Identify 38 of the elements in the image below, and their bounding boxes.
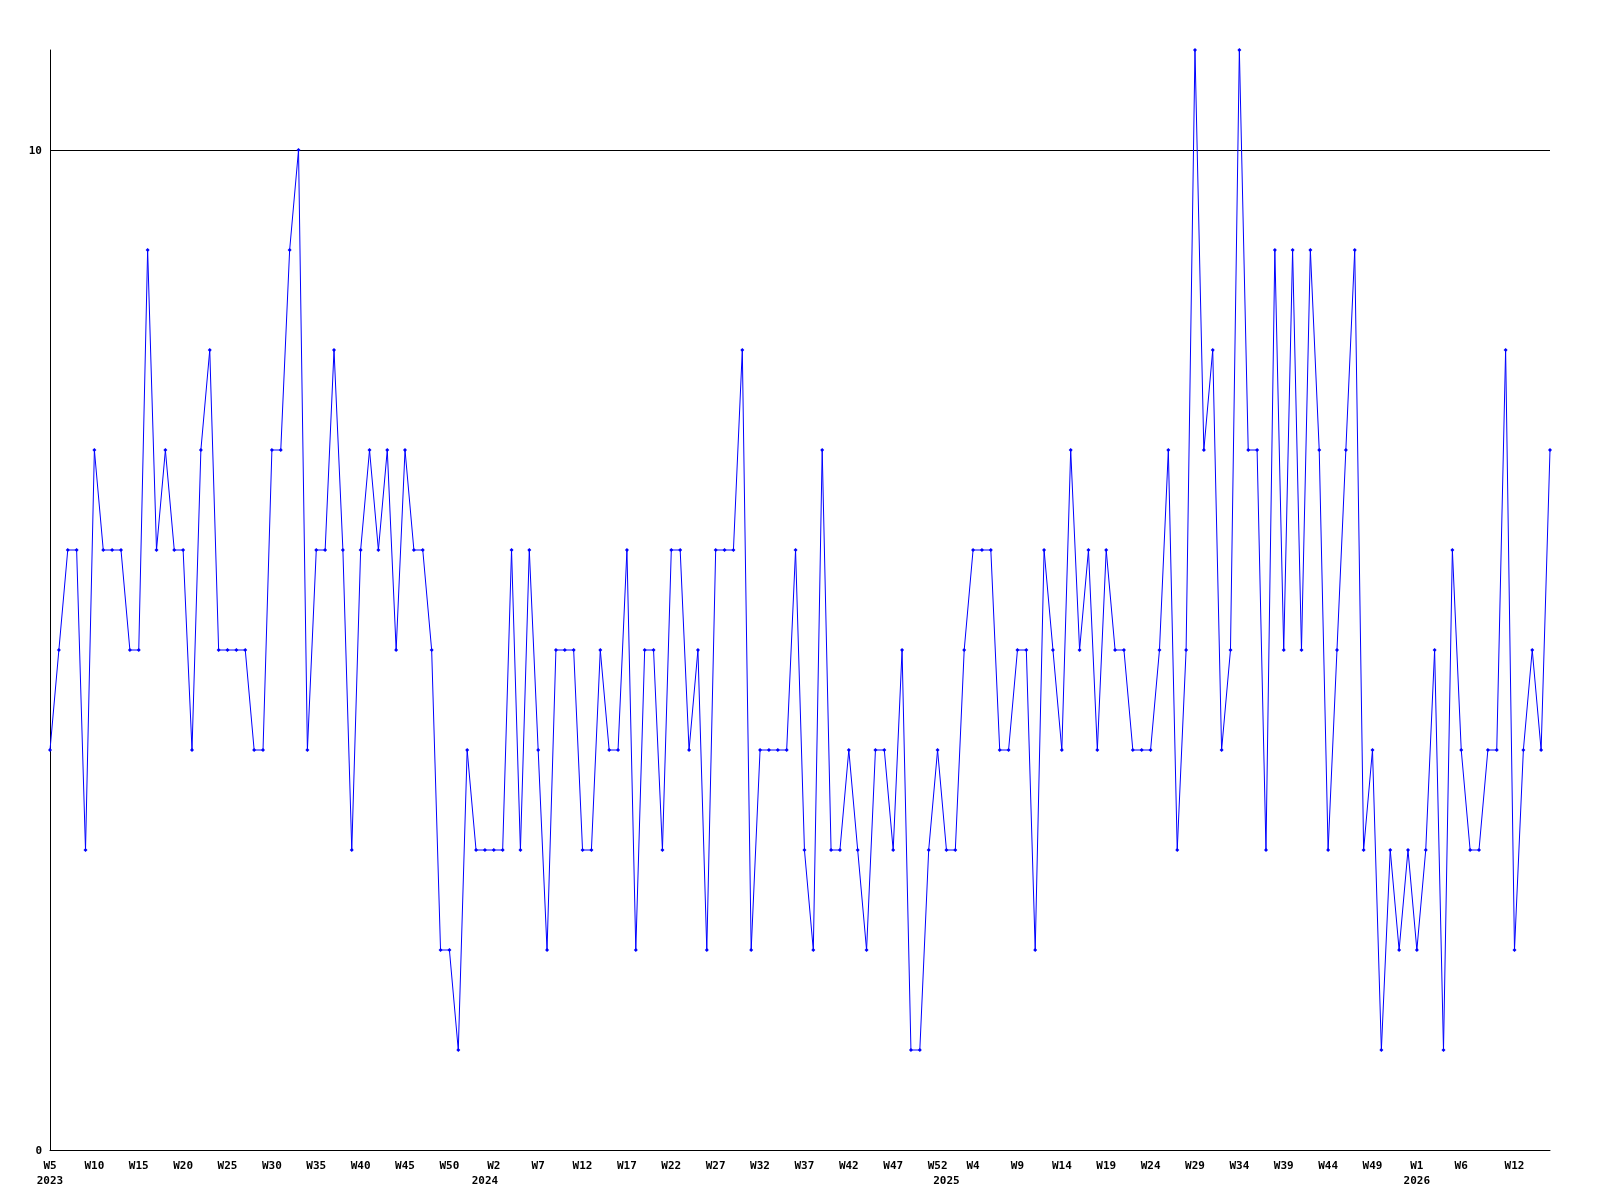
x-tick-label: W45 [395, 1159, 415, 1172]
y-tick-label: 0 [35, 1143, 42, 1157]
x-tick-label: W14 [1051, 1159, 1073, 1172]
x-tick-label: W17 [616, 1159, 637, 1172]
x-tick-label: W5 2023 [36, 1159, 64, 1187]
x-tick-label: W37 [794, 1159, 815, 1172]
x-tick-label: W32 [750, 1159, 770, 1172]
x-tick-label: W27 [705, 1159, 726, 1172]
x-tick-label: W2 [487, 1159, 501, 1172]
x-tick-label: W25 [217, 1159, 238, 1172]
x-tick-label: W42 [838, 1159, 859, 1172]
x-tick-label: W47 [883, 1159, 904, 1172]
x-tick-label: W50 [439, 1159, 460, 1172]
x-tick-label: W35 [306, 1159, 327, 1172]
x-tick-label: W12 [572, 1159, 593, 1172]
x-tick-label: W49 [1362, 1159, 1383, 1172]
x-tick-label: W19 [1096, 1159, 1117, 1172]
x-tick-label: W12 [1504, 1159, 1525, 1172]
x-tick-label: W22 [661, 1159, 682, 1172]
x-tick-label: W9 [1010, 1159, 1025, 1172]
x-tick-label: W20 [173, 1159, 194, 1172]
x-tick-label: W15 [128, 1159, 149, 1172]
x-tick-label: 2025 [933, 1174, 960, 1187]
x-tick-label: W34 [1229, 1159, 1250, 1172]
x-tick-label: W39 [1273, 1159, 1294, 1172]
x-tick-label: W52 [927, 1159, 948, 1172]
x-tick-label: W7 [531, 1159, 545, 1172]
x-tick-label: W4 [966, 1159, 981, 1172]
x-tick-label: W24 [1140, 1159, 1161, 1172]
x-tick-label: W44 [1318, 1159, 1339, 1172]
x-tick-label: W10 [84, 1159, 105, 1172]
x-tick-label: W30 [261, 1159, 282, 1172]
x-tick-label: W40 [350, 1159, 371, 1172]
y-tick-label: 10 [28, 143, 42, 157]
x-tick-label: W6 [1454, 1159, 1469, 1172]
x-tick-label: 2024 [471, 1174, 499, 1187]
x-tick-label: W1 2026 [1403, 1159, 1431, 1187]
x-tick-label: W29 [1185, 1159, 1205, 1172]
